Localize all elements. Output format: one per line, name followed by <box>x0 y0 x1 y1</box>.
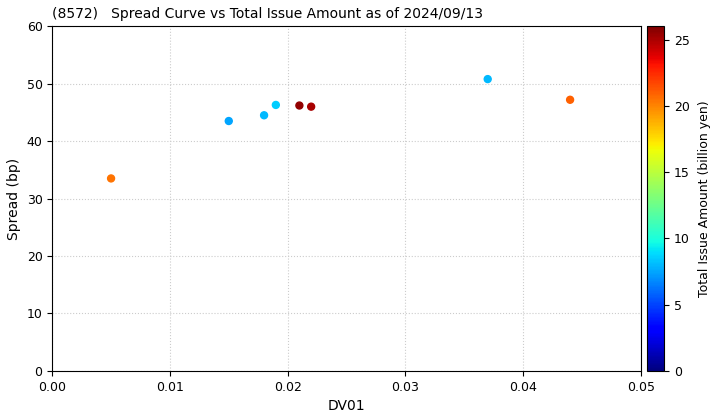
Point <box>258 112 270 118</box>
Y-axis label: Total Issue Amount (billion yen): Total Issue Amount (billion yen) <box>698 100 711 297</box>
Text: (8572)   Spread Curve vs Total Issue Amount as of 2024/09/13: (8572) Spread Curve vs Total Issue Amoun… <box>53 7 483 21</box>
Point <box>223 118 235 124</box>
Point <box>105 175 117 182</box>
Point <box>270 102 282 108</box>
Point <box>294 102 305 109</box>
X-axis label: DV01: DV01 <box>328 399 365 413</box>
Point <box>482 76 493 82</box>
Point <box>305 103 317 110</box>
Y-axis label: Spread (bp): Spread (bp) <box>7 158 21 239</box>
Point <box>564 97 576 103</box>
